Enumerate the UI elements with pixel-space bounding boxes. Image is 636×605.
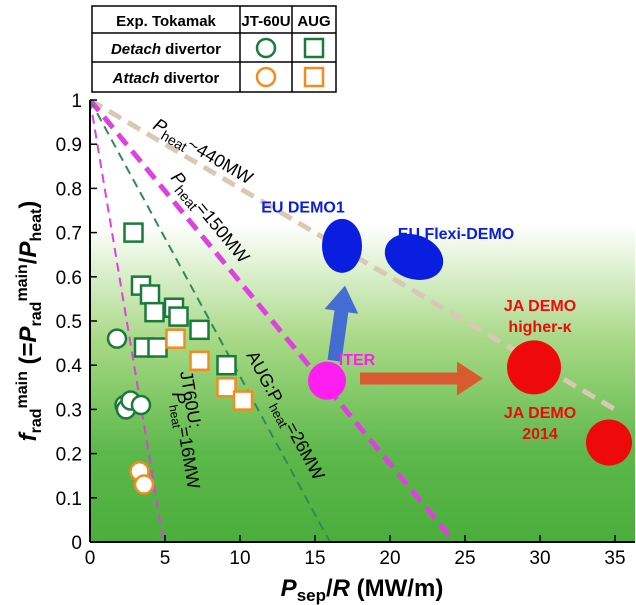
point-aug-attach [216,377,237,398]
y-tick-label: 0.7 [56,224,82,245]
y-tick-label: 0.3 [56,400,82,421]
arrow-iter-to-eu [324,285,359,362]
device-marker-eu-demo1 [322,218,362,273]
y-tick-label: 0.1 [56,489,82,510]
x-tick-label: 10 [229,548,250,569]
point-jt-60u-detach [130,394,152,416]
y-tick-label: 0.8 [56,179,82,200]
y-tick-label: 0.5 [56,312,82,333]
device-label-eu-flexi-demo: EU Flexi-DEMO [398,226,514,243]
data-points [106,222,254,495]
ja-demo-label: higher-κ [508,319,571,336]
point-jt-60u-detach [106,328,128,349]
device-marker-ja-demo-2014 [586,419,632,466]
point-aug-detach [168,306,189,327]
legend-marker-jt60u-detach [255,37,277,59]
legend-table: Exp. Tokamak JT-60U AUG Detach divertor … [91,5,337,93]
y-axis-title: fradmain (=Pradmain/Pheat) [14,201,45,442]
y-tick-label: 0.9 [56,135,82,156]
point-aug-detach [147,337,168,358]
legend-marker-jt60u-attach [255,66,277,88]
point-aug-detach [123,222,144,243]
ja-demo-label: JA DEMO [504,298,576,315]
line-p150 [90,100,457,542]
x-tick-label: 15 [304,548,325,569]
line-p26 [90,100,331,542]
x-tick-label: 20 [379,548,400,569]
point-aug-detach [216,354,237,376]
device-label-eu-demo1: EU DEMO1 [261,200,345,217]
y-tick-label: 0.4 [56,356,83,377]
point-aug-attach [165,328,186,349]
device-markers [308,218,632,466]
legend-header-aug: AUG [297,13,330,30]
arrows [324,285,483,396]
device-label-iter: ITER [339,352,376,369]
x-tick-label: 25 [454,548,475,569]
legend-marker-aug-detach [303,37,325,59]
device-marker-ja-demo-higher- [507,340,561,395]
point-aug-detach [139,284,161,305]
legend-header-exp: Exp. Tokamak [116,13,216,30]
x-tick-label: 35 [604,548,625,569]
arrow-iter-to-ja [360,361,483,396]
y-tick-label: 0 [71,533,82,554]
legend-header-jt60u: JT-60U [241,13,290,30]
point-jt-60u-attach [133,474,155,495]
device-marker-iter [308,361,346,400]
point-aug-detach [189,319,210,341]
point-aug-attach [232,390,254,411]
legend-row-attach-label: Attach divertor [112,70,220,87]
point-aug-detach [144,301,165,323]
device-marker-eu-flexi-demo [384,233,444,280]
y-tick-label: 0.2 [56,445,82,466]
x-axis-title: Psep/R (MW/m) [281,575,444,605]
y-tick-label: 1 [71,91,82,112]
axis-ticks: 0 5 10 15 20 25 30 35 0 0.1 0.2 0.3 0.4 0.5 0.6 0.7 0.8 0… [56,91,626,569]
legend-row-detach-label: Detach divertor [111,41,221,58]
x-tick-label: 5 [160,548,171,569]
y-tick-label: 0.6 [56,268,82,289]
legend-marker-aug-attach [303,66,325,88]
x-tick-label: 0 [85,548,96,569]
x-tick-label: 30 [529,548,550,569]
ja-demo-label: 2014 [522,426,558,443]
ja-demo-label: JA DEMO [504,405,576,422]
point-aug-attach [189,350,210,372]
